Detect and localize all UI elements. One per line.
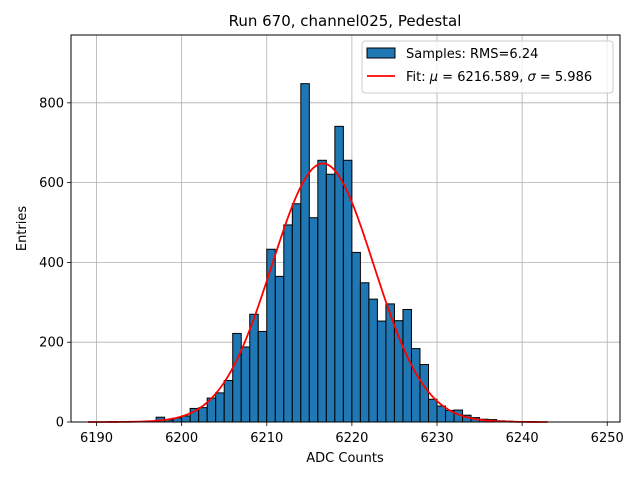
y-tick-label: 600 (39, 176, 64, 191)
histogram-bar (291, 203, 302, 423)
legend-fit-sigma-value: = 5.986 (536, 70, 592, 85)
histogram-bar (308, 217, 319, 423)
legend-histogram-swatch (366, 47, 396, 59)
y-tick-label: 0 (56, 416, 64, 431)
x-tick-label: 6230 (420, 431, 453, 446)
plot-frame (70, 34, 621, 423)
legend-box (361, 40, 614, 94)
x-tick-label: 6200 (165, 431, 198, 446)
y-tick-label: 800 (39, 96, 64, 111)
x-axis-ticks: 6190 6200 6210 6220 6230 6240 6250 (80, 422, 624, 446)
legend: Samples: RMS=6.24 Fit: μ = 6216.589, σ =… (361, 40, 614, 94)
histogram-bar (427, 398, 438, 423)
y-tick-label: 200 (39, 336, 64, 351)
histogram-bar (376, 320, 387, 423)
legend-histogram-label: Samples: RMS=6.24 (406, 47, 538, 62)
chart-title: Run 670, channel025, Pedestal (229, 12, 462, 30)
histogram-bars (155, 83, 523, 423)
histogram-bar (257, 330, 268, 423)
histogram-bar (368, 298, 378, 423)
histogram-bar (436, 405, 447, 423)
histogram-bar (351, 251, 361, 423)
y-axis-label: Entries (15, 206, 30, 252)
y-axis-ticks: 0 200 400 600 800 (39, 96, 71, 431)
x-axis-label: ADC Counts (306, 451, 384, 466)
histogram-bar (300, 83, 310, 423)
histogram-bar (283, 224, 293, 423)
x-tick-label: 6240 (506, 431, 539, 446)
x-tick-label: 6210 (250, 431, 283, 446)
x-tick-label: 6250 (591, 431, 624, 446)
histogram-bar (325, 173, 336, 423)
histogram-bar (274, 275, 285, 423)
histogram-bar (223, 380, 234, 423)
histogram-bar (317, 159, 327, 423)
histogram-bar (232, 332, 242, 423)
legend-fit-sigma-symbol: σ (528, 70, 537, 85)
histogram-bar (249, 313, 259, 423)
y-tick-label: 400 (39, 256, 64, 271)
histogram-bar (402, 308, 412, 423)
x-tick-label: 6220 (335, 431, 368, 446)
fit-curve (88, 162, 548, 423)
histogram-bar (410, 348, 421, 423)
x-tick-label: 6190 (80, 431, 113, 446)
legend-fit-label: Fit: μ = 6216.589, σ = 5.986 (406, 70, 592, 85)
histogram-bar (215, 392, 225, 423)
histogram-bar (419, 364, 429, 423)
histogram-bar (198, 407, 208, 423)
legend-fit-mu-value: = 6216.589, (438, 70, 527, 85)
histogram-bar (240, 346, 251, 423)
histogram-bar (359, 282, 370, 423)
legend-fit-prefix: Fit: (406, 70, 430, 85)
legend-fit-mu-symbol: μ (429, 70, 438, 85)
